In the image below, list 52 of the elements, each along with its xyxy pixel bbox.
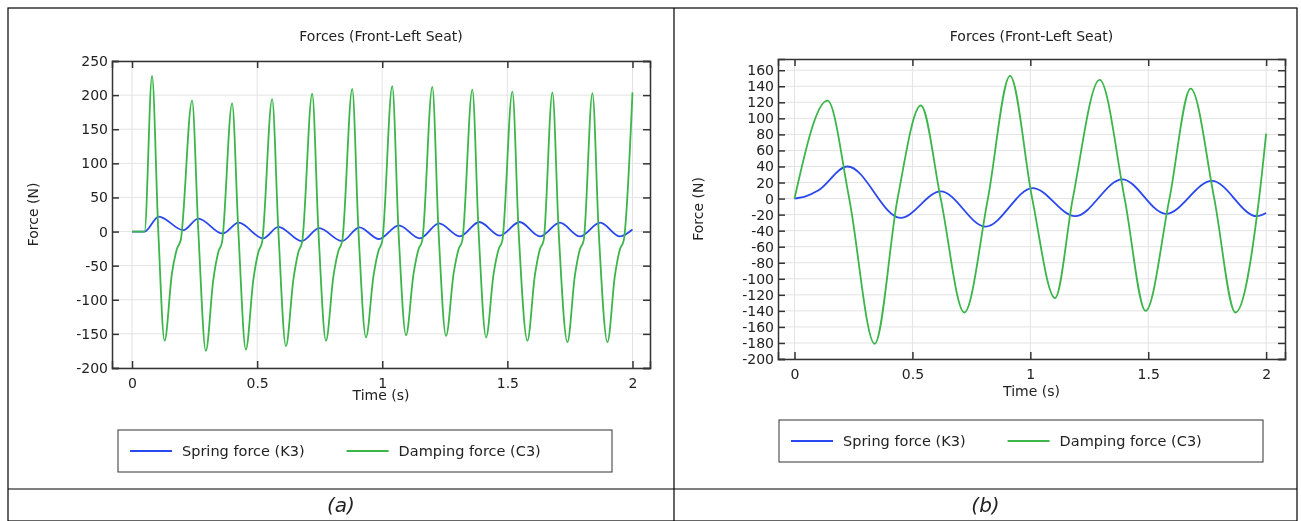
y-tick-label: -100: [76, 291, 108, 308]
y-tick-label: 80: [756, 126, 774, 143]
legend-label: Spring force (K3): [182, 443, 305, 459]
text: (a): [327, 493, 355, 517]
x-tick-label: 1.5: [1137, 365, 1160, 382]
legend-label: Spring force (K3): [843, 433, 966, 449]
chart-title: Forces (Front-Left Seat): [949, 28, 1114, 44]
text: (b): [971, 493, 1000, 517]
x-axis-title: Time (s): [1002, 383, 1060, 399]
x-tick-label: 0: [790, 365, 800, 382]
y-tick-label: -150: [76, 325, 108, 342]
y-tick-label: 100: [81, 155, 108, 172]
y-tick-label: 140: [747, 78, 774, 95]
y-tick-label: 120: [747, 94, 774, 111]
x-tick-label: 2: [1262, 365, 1272, 382]
y-axis-title: Force (N): [690, 177, 706, 241]
y-tick-label: -80: [751, 254, 774, 271]
line-series: [793, 165, 1268, 228]
y-tick-label: -200: [76, 359, 108, 376]
x-tick-label: 0.5: [246, 374, 269, 391]
y-tick-label: -160: [742, 318, 774, 335]
legend-label: Damping force (C3): [398, 443, 541, 459]
chart-title: Forces (Front-Left Seat): [299, 28, 463, 44]
y-tick-label: -200: [742, 350, 774, 367]
y-tick-label: -60: [751, 238, 774, 255]
line-series: [131, 75, 634, 352]
y-tick-label: 0: [99, 223, 108, 240]
y-tick-label: 40: [756, 158, 774, 175]
y-tick-label: 0: [765, 190, 774, 207]
y-tick-label: -180: [742, 334, 774, 351]
y-tick-label: 100: [747, 110, 774, 127]
x-tick-label: 1.5: [496, 374, 519, 391]
y-tick-label: -100: [742, 270, 774, 287]
y-tick-label: -20: [751, 206, 774, 223]
x-tick-label: 0.5: [901, 365, 925, 382]
y-tick-label: 20: [756, 174, 774, 191]
y-tick-label: -50: [85, 257, 108, 274]
y-tick-label: -40: [751, 222, 774, 239]
legend-label: Damping force (C3): [1059, 433, 1202, 449]
x-tick-label: 1: [1026, 365, 1036, 382]
y-axis-title: Force (N): [25, 182, 41, 247]
y-tick-label: 150: [81, 121, 108, 138]
y-tick-label: 200: [81, 87, 108, 104]
x-tick-label: 0: [128, 374, 137, 391]
x-tick-label: 2: [628, 374, 638, 391]
y-tick-label: -140: [742, 302, 774, 319]
y-tick-label: -120: [742, 286, 774, 303]
y-tick-label: 250: [81, 52, 108, 69]
line-series: [793, 74, 1268, 345]
y-tick-label: 50: [90, 189, 108, 206]
y-tick-label: 60: [756, 142, 774, 159]
y-tick-label: 160: [747, 62, 774, 79]
